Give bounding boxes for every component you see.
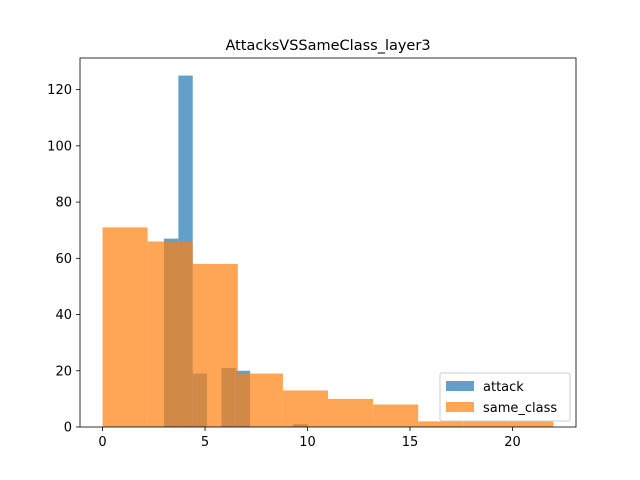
same_class-legend-label: same_class	[483, 401, 557, 416]
y-tick-label: 120	[47, 83, 72, 98]
same_class-bar-8	[463, 421, 509, 427]
same_class-bar-1	[147, 241, 193, 427]
same_class-bar-0	[102, 227, 148, 427]
x-tick-label: 20	[504, 435, 521, 450]
x-axis: 0 5 10 15 20	[98, 427, 521, 450]
plot-frame	[79, 57, 577, 428]
same_class-bar-7	[418, 421, 464, 427]
y-tick-label: 80	[55, 196, 72, 211]
same_class-legend-swatch	[446, 402, 474, 412]
legend: attack same_class	[439, 372, 571, 422]
same_class-bar-6	[373, 404, 419, 427]
x-tick-label: 5	[201, 435, 209, 450]
y-tick-label: 0	[64, 421, 72, 436]
x-tick-label: 15	[402, 435, 419, 450]
y-tick-label: 40	[55, 308, 72, 323]
bars-layer	[102, 75, 554, 427]
same_class-bar-5	[328, 398, 374, 427]
same_class-bar-3	[237, 373, 283, 427]
y-tick-label: 100	[47, 139, 72, 154]
x-tick-label: 10	[299, 435, 316, 450]
y-tick-label: 20	[55, 364, 72, 379]
same_class-bar-4	[282, 390, 328, 427]
x-tick-label: 0	[98, 435, 106, 450]
chart-title: AttacksVSSameClass_layer3	[225, 38, 430, 54]
y-tick-label: 60	[55, 252, 72, 267]
same_class-bar-2	[192, 263, 238, 427]
attack-legend-swatch	[446, 381, 474, 391]
y-axis: 0 20 40 60 80 100 120	[47, 83, 80, 436]
same_class-bar-9	[508, 421, 554, 427]
attack-legend-label: attack	[483, 380, 524, 395]
